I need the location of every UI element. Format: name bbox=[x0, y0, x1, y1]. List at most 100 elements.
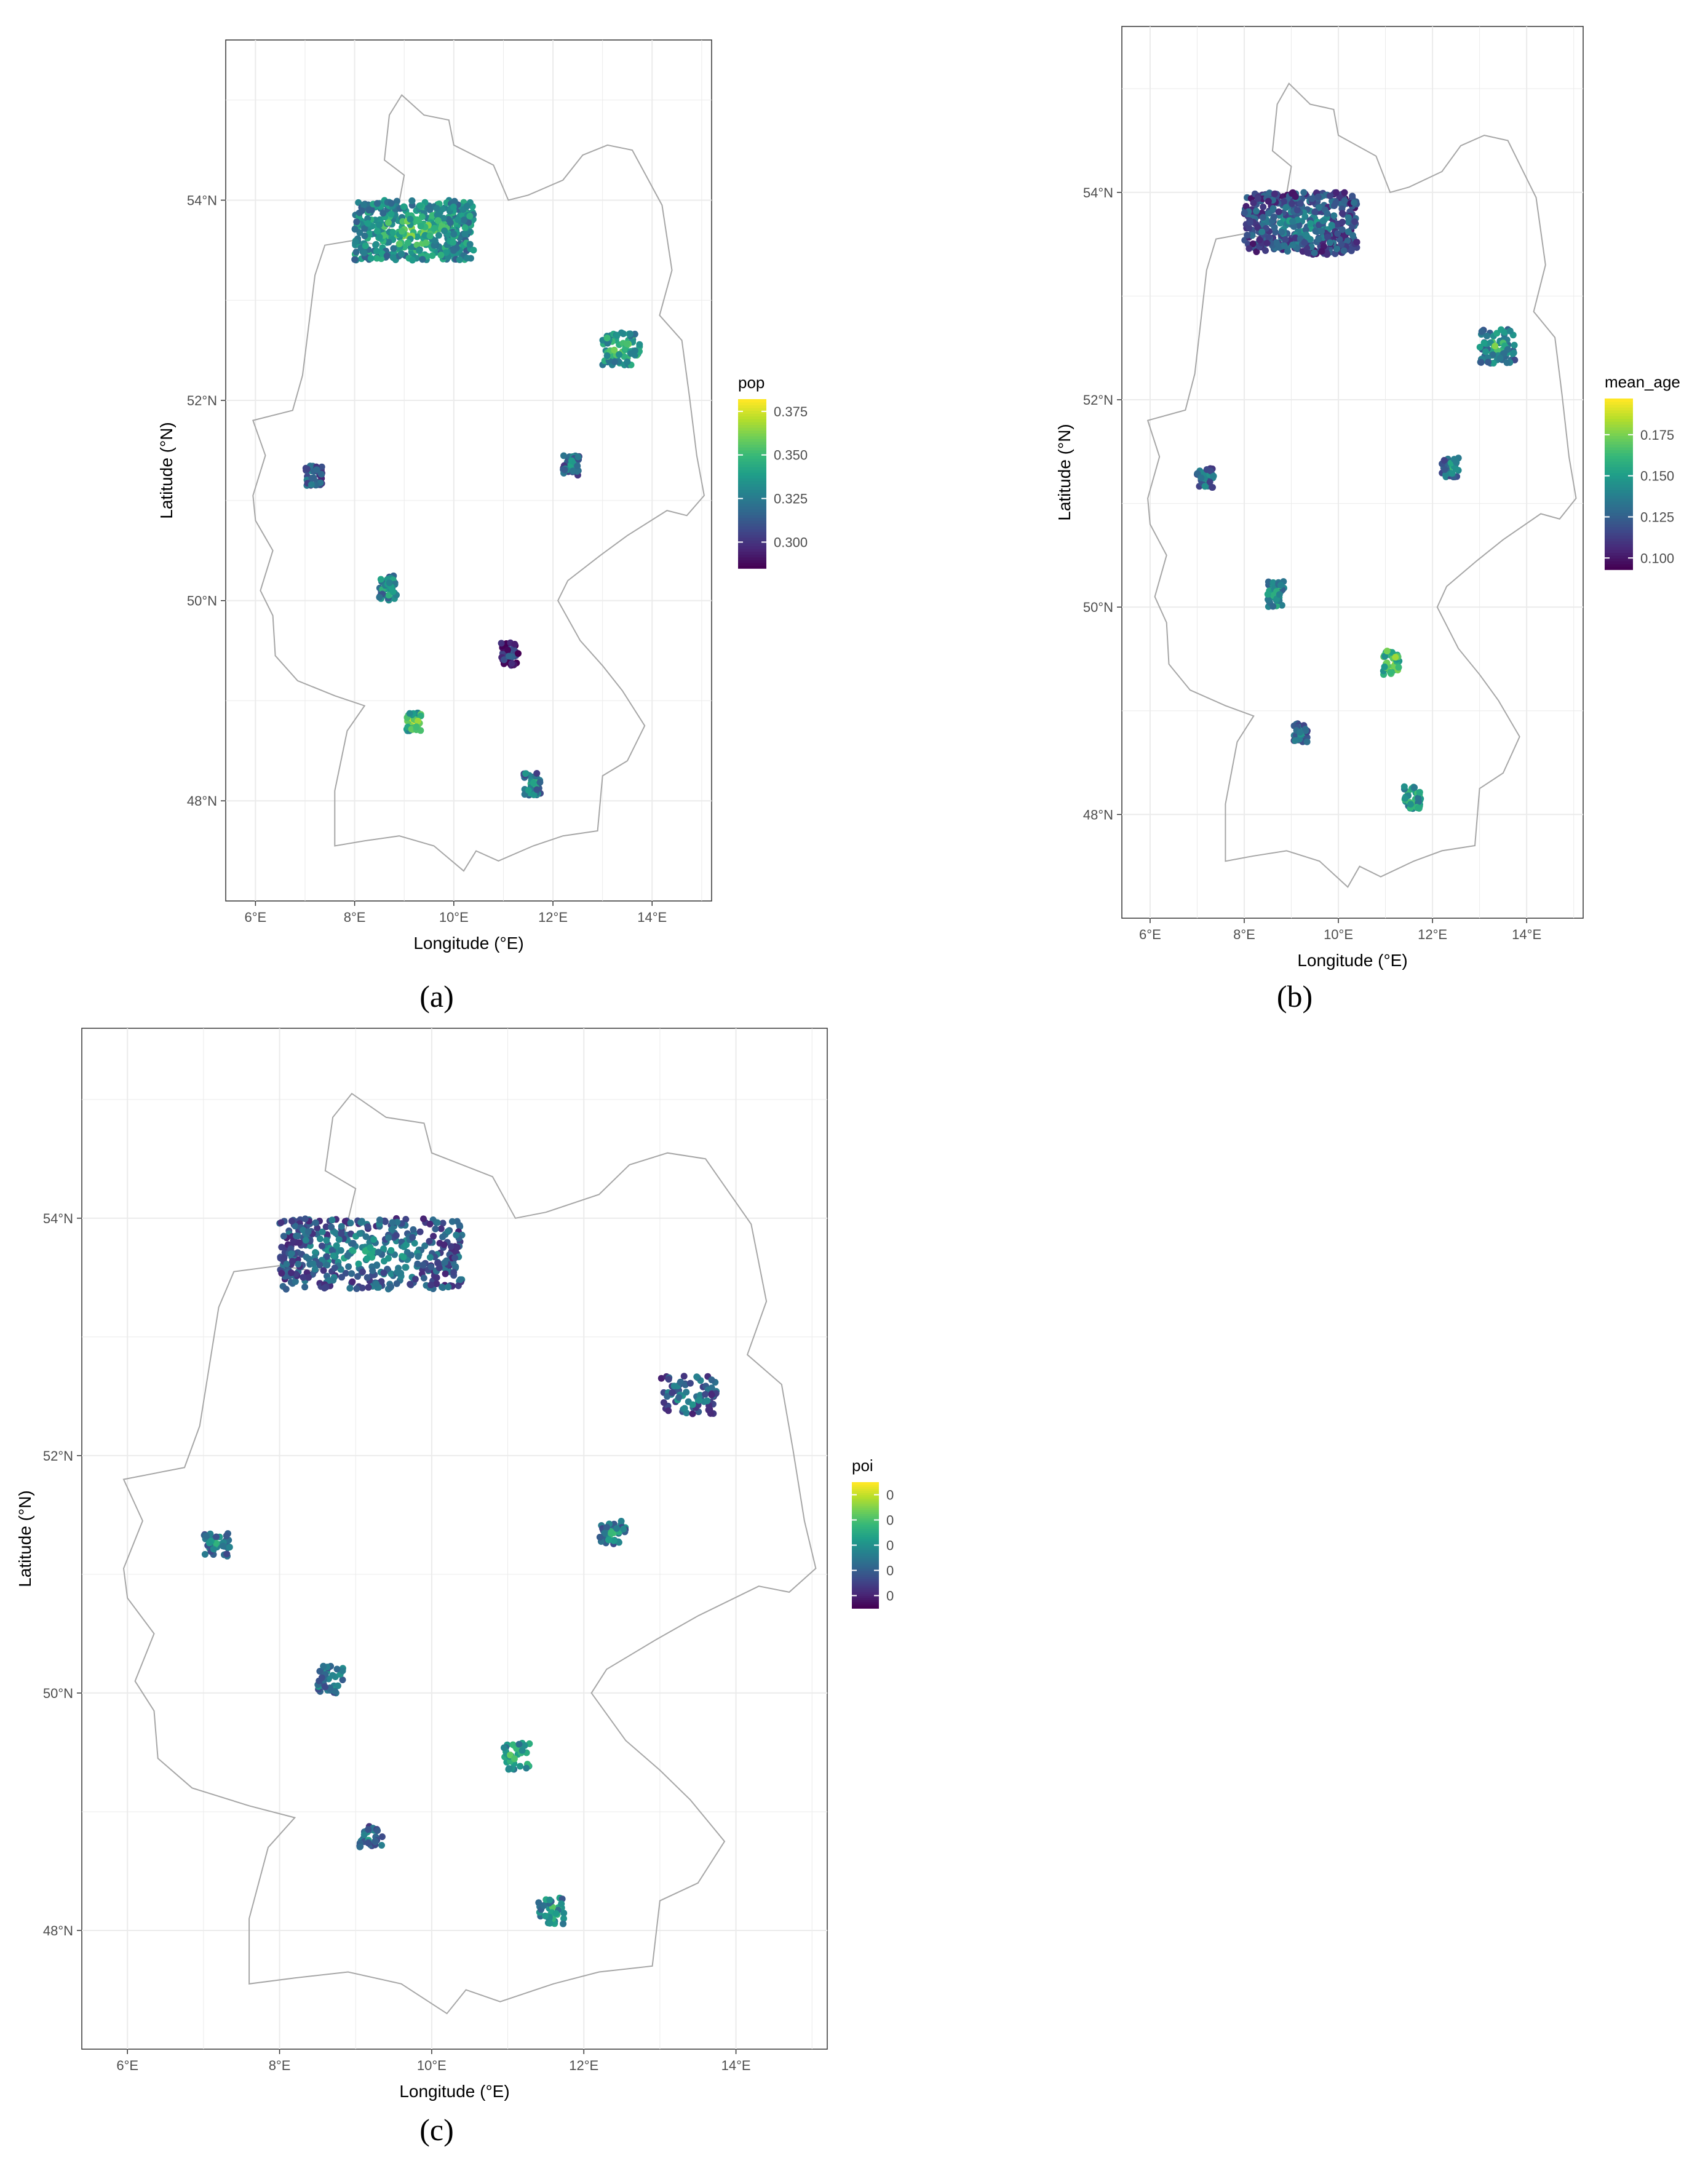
colorbar-segment bbox=[852, 1505, 879, 1508]
data-point bbox=[450, 239, 456, 246]
colorbar-segment bbox=[1605, 558, 1633, 561]
data-point bbox=[1206, 478, 1213, 486]
colorbar-segment bbox=[738, 514, 766, 518]
data-point bbox=[1351, 199, 1358, 207]
data-point bbox=[334, 1682, 341, 1689]
data-point bbox=[411, 1240, 418, 1247]
data-point bbox=[1415, 795, 1422, 802]
data-point bbox=[1278, 229, 1285, 236]
colorbar-segment bbox=[852, 1501, 879, 1504]
colorbar-segment bbox=[1605, 475, 1633, 479]
data-point bbox=[328, 1223, 335, 1231]
data-point bbox=[378, 1833, 386, 1841]
data-point bbox=[574, 453, 582, 461]
data-point bbox=[363, 1274, 371, 1281]
data-point bbox=[1254, 224, 1261, 231]
data-point bbox=[1327, 239, 1333, 247]
data-point bbox=[439, 205, 446, 213]
data-point bbox=[441, 227, 448, 234]
colorbar-segment bbox=[852, 1560, 879, 1563]
data-point bbox=[1441, 466, 1448, 473]
legend-title: mean_age bbox=[1605, 373, 1680, 391]
data-point bbox=[1311, 249, 1318, 256]
y-tick-label: 48°N bbox=[43, 1923, 73, 1938]
data-point bbox=[1392, 654, 1399, 661]
colorbar-segment bbox=[1605, 441, 1633, 445]
data-point bbox=[501, 656, 507, 664]
data-point bbox=[318, 463, 325, 470]
colorbar-segment bbox=[852, 1533, 879, 1536]
data-point bbox=[461, 230, 469, 237]
data-point bbox=[611, 346, 618, 354]
colorbar-segment bbox=[852, 1518, 879, 1521]
x-tick-label: 10°E bbox=[439, 910, 469, 925]
data-point bbox=[367, 1244, 374, 1252]
data-point bbox=[442, 1270, 449, 1277]
data-point bbox=[508, 660, 515, 667]
legend: pop 0.300 0.325 0.350 0.375 bbox=[738, 373, 808, 569]
data-point bbox=[364, 220, 371, 227]
data-point bbox=[695, 1397, 702, 1404]
y-tick-label: 50°N bbox=[187, 593, 217, 609]
data-point bbox=[387, 200, 395, 207]
data-point bbox=[378, 1842, 385, 1849]
data-point bbox=[689, 1410, 696, 1418]
colorbar-segment bbox=[852, 1553, 879, 1557]
colorbar-segment bbox=[852, 1493, 879, 1496]
data-point bbox=[360, 1831, 368, 1838]
data-point bbox=[1198, 474, 1205, 482]
data-point bbox=[505, 653, 512, 660]
colorbar-segment bbox=[852, 1581, 879, 1584]
data-point bbox=[1453, 459, 1460, 466]
data-point bbox=[376, 1216, 383, 1224]
data-point bbox=[1280, 198, 1287, 205]
data-point bbox=[574, 462, 581, 470]
data-point bbox=[1485, 359, 1492, 366]
data-point bbox=[603, 1523, 610, 1531]
data-point bbox=[442, 249, 450, 256]
x-tick-label: 6°E bbox=[116, 2058, 138, 2073]
data-point bbox=[1315, 204, 1322, 212]
colorbar-segment bbox=[738, 416, 766, 419]
panel-c: 6°E 8°E 10°E 12°E 14°E 48°N 50°N 52°N 54°N Longit… bbox=[15, 1028, 894, 2147]
data-point bbox=[1241, 209, 1248, 216]
data-point bbox=[560, 1910, 568, 1917]
colorbar-segment bbox=[738, 455, 766, 459]
data-point bbox=[429, 252, 436, 260]
data-point bbox=[435, 232, 442, 239]
data-point bbox=[535, 1899, 542, 1906]
data-point bbox=[385, 219, 392, 226]
data-point bbox=[278, 1244, 285, 1251]
data-point bbox=[423, 239, 430, 247]
data-point bbox=[300, 1274, 307, 1281]
data-point bbox=[610, 1537, 618, 1544]
data-point bbox=[1314, 193, 1322, 200]
data-point bbox=[348, 1247, 356, 1254]
data-point bbox=[1387, 668, 1394, 676]
data-point bbox=[1318, 228, 1325, 235]
data-point bbox=[329, 1672, 336, 1679]
y-tick-label: 52°N bbox=[43, 1448, 73, 1464]
data-point bbox=[439, 1220, 447, 1227]
y-tick-label: 48°N bbox=[187, 793, 217, 809]
data-point bbox=[1395, 664, 1402, 671]
data-point bbox=[1277, 220, 1284, 227]
colorbar-segment bbox=[852, 1526, 879, 1529]
data-point bbox=[295, 1239, 303, 1247]
data-point bbox=[210, 1545, 217, 1553]
colorbar-segment bbox=[738, 545, 766, 549]
data-point bbox=[620, 330, 627, 338]
data-point bbox=[319, 1228, 326, 1236]
data-point bbox=[338, 1230, 345, 1237]
data-point bbox=[321, 1285, 328, 1291]
data-point bbox=[283, 1261, 290, 1267]
colorbar-segment bbox=[852, 1494, 879, 1498]
colorbar-segment bbox=[738, 475, 766, 479]
data-point bbox=[201, 1550, 209, 1558]
legend: poi 0 0 0 0 0 bbox=[852, 1456, 894, 1609]
data-point bbox=[316, 1261, 324, 1269]
data-point bbox=[1506, 327, 1514, 335]
data-point bbox=[420, 1215, 427, 1223]
data-point bbox=[362, 1233, 370, 1240]
